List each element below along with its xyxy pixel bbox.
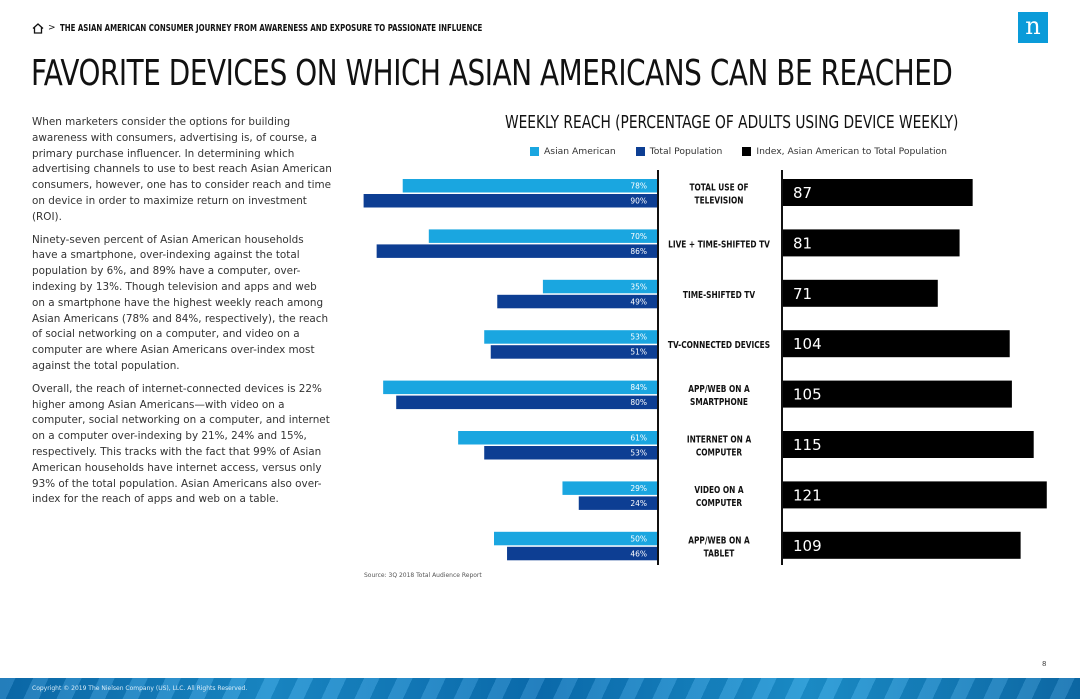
category-label-line: INTERNET ON A <box>687 435 752 446</box>
bar-index <box>783 481 1047 509</box>
category-label-line: TV-CONNECTED DEVICES <box>668 340 770 351</box>
legend-swatch-total-population <box>635 147 645 156</box>
data-label-index: 87 <box>793 184 812 202</box>
bar-index <box>783 179 973 206</box>
bar-asian-american <box>428 229 657 243</box>
nielsen-logo: n <box>1018 12 1048 43</box>
data-label-index: 71 <box>793 285 812 303</box>
data-label-asian-american: 35% <box>630 282 647 291</box>
data-label-asian-american: 84% <box>630 383 647 392</box>
data-label-total-population: 51% <box>630 348 647 357</box>
data-label-index: 109 <box>793 537 822 555</box>
data-label-asian-american: 53% <box>630 333 647 342</box>
bar-index <box>783 330 1010 358</box>
data-label-total-population: 86% <box>630 247 647 256</box>
data-label-index: 115 <box>793 436 822 454</box>
bar-index <box>783 279 938 307</box>
legend-swatch-index <box>742 147 752 156</box>
chart-title: WEEKLY REACH (PERCENTAGE OF ADULTS USING… <box>505 112 959 133</box>
category-label-line: SMARTPHONE <box>690 397 748 408</box>
category-label: TV-CONNECTED DEVICES <box>668 340 770 351</box>
data-label-index: 104 <box>793 335 822 353</box>
chart-legend: Asian American Total Population Index, A… <box>530 146 947 157</box>
data-label-total-population: 53% <box>630 449 647 458</box>
legend-item-total-population: Total Population <box>635 146 723 157</box>
legend-swatch-asian-american <box>530 147 539 156</box>
category-label-line: TIME-SHIFTED TV <box>683 290 756 301</box>
category-label-line: VIDEO ON A <box>694 485 744 496</box>
body-paragraph-3: Overall, the reach of internet-connected… <box>32 382 330 506</box>
bar-total-population <box>507 546 657 561</box>
category-label: VIDEO ON A COMPUTER <box>694 485 744 509</box>
data-label-index: 121 <box>793 486 822 504</box>
data-label-index: 105 <box>793 386 822 404</box>
copyright: Copyright © 2019 The Nielsen Company (US… <box>32 685 248 692</box>
data-label-asian-american: 78% <box>630 182 647 191</box>
bar-total-population <box>578 496 657 510</box>
data-label-total-population: 49% <box>630 297 647 306</box>
bar-asian-american <box>402 179 657 193</box>
bar-index <box>783 531 1021 559</box>
bar-total-population <box>490 345 657 359</box>
breadcrumb: > THE ASIAN AMERICAN CONSUMER JOURNEY FR… <box>32 21 575 35</box>
category-label: APP/WEB ON A SMARTPHONE <box>688 384 750 408</box>
bar-total-population <box>363 194 657 208</box>
bar-asian-american <box>458 431 657 445</box>
home-icon[interactable] <box>32 22 44 34</box>
breadcrumb-text[interactable]: THE ASIAN AMERICAN CONSUMER JOURNEY FROM… <box>59 22 482 34</box>
category-label-line: APP/WEB ON A <box>688 535 750 546</box>
data-label-total-population: 24% <box>630 499 647 508</box>
category-label-line: COMPUTER <box>696 448 743 459</box>
page-title: FAVORITE DEVICES ON WHICH ASIAN AMERICAN… <box>31 53 953 94</box>
body-text: When marketers consider the options for … <box>32 115 332 515</box>
legend-label-total-population: Total Population <box>649 146 723 157</box>
category-label: TIME-SHIFTED TV <box>683 290 756 301</box>
data-label-asian-american: 29% <box>630 484 647 493</box>
legend-item-asian-american: Asian American <box>530 146 616 157</box>
data-label-total-population: 46% <box>630 549 647 558</box>
data-label-total-population: 90% <box>630 197 647 206</box>
category-label: LIVE + TIME-SHIFTED TV <box>668 240 770 251</box>
bar-index <box>783 380 1012 408</box>
category-label: APP/WEB ON A TABLET <box>688 535 750 559</box>
bar-total-population <box>497 294 657 309</box>
bar-asian-american <box>494 531 657 546</box>
category-label: TOTAL USE OF TELEVISION <box>689 183 748 207</box>
data-label-asian-american: 50% <box>630 534 647 543</box>
category-label-line: APP/WEB ON A <box>688 384 750 395</box>
chevron-right-icon: > <box>48 23 56 33</box>
data-label-asian-american: 70% <box>630 232 647 241</box>
bar-asian-american <box>383 380 657 395</box>
category-label-line: TABLET <box>704 548 735 559</box>
category-label-line: TELEVISION <box>695 196 744 207</box>
category-label-line: LIVE + TIME-SHIFTED TV <box>668 240 770 251</box>
footer-band <box>0 678 1080 699</box>
page-number: 8 <box>1042 660 1047 668</box>
body-paragraph-2: Ninety-seven percent of Asian American h… <box>32 233 329 372</box>
legend-item-index: Index, Asian American to Total Populatio… <box>742 146 947 157</box>
data-label-total-population: 80% <box>630 398 647 407</box>
bar-total-population <box>484 446 657 460</box>
bar-asian-american <box>562 481 657 495</box>
body-paragraph-1: When marketers consider the options for … <box>32 116 332 223</box>
data-label-asian-american: 61% <box>630 434 647 443</box>
bar-asian-american <box>542 279 657 294</box>
legend-label-asian-american: Asian American <box>544 146 616 157</box>
bar-total-population <box>396 395 657 410</box>
bar-index <box>783 229 960 257</box>
data-label-index: 81 <box>793 234 812 252</box>
category-label: INTERNET ON A COMPUTER <box>687 435 752 459</box>
bar-total-population <box>376 244 657 258</box>
bar-index <box>783 431 1034 458</box>
category-label-line: TOTAL USE OF <box>689 183 748 194</box>
bar-asian-american <box>484 330 657 344</box>
source-note: Source: 3Q 2018 Total Audience Report <box>364 572 482 579</box>
category-label-line: COMPUTER <box>696 498 743 509</box>
legend-label-index: Index, Asian American to Total Populatio… <box>756 146 947 157</box>
